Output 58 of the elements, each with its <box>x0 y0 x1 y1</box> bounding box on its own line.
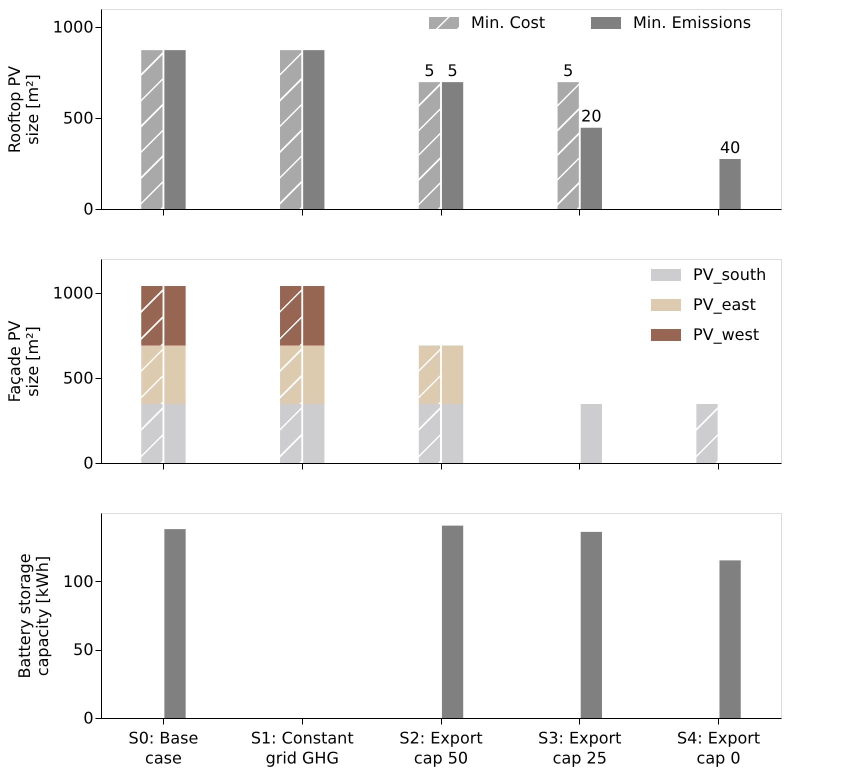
y-tick-label: 0 <box>83 454 94 472</box>
y-tick-label: 500 <box>62 368 94 388</box>
legend-label: Min. Emissions <box>633 13 752 32</box>
bar <box>303 286 324 346</box>
y-axis-title: Rooftop PV size [m²] <box>4 66 42 154</box>
annotation: 5 <box>447 61 458 80</box>
y-tick-label: 100 <box>62 572 94 591</box>
bar <box>418 404 440 463</box>
bar <box>141 286 163 346</box>
x-tick-label: S1: Constant grid GHG <box>250 728 354 768</box>
bar <box>141 50 163 209</box>
bar <box>442 346 464 404</box>
bar <box>280 286 302 346</box>
y-tick-label: 1000 <box>52 18 94 37</box>
x-tick-label: S0: Base case <box>128 728 198 768</box>
annotation: 40 <box>720 138 740 157</box>
bar <box>141 404 163 463</box>
y-tick-label: 1000 <box>52 284 94 302</box>
bar <box>719 159 741 209</box>
x-tick-label: S2: Export cap 50 <box>399 728 483 768</box>
y-tick-label: 0 <box>83 708 94 728</box>
bar <box>280 50 302 209</box>
bar <box>303 346 324 404</box>
annotation: 20 <box>581 106 602 126</box>
bar <box>280 404 302 463</box>
bar <box>164 50 186 209</box>
bar <box>719 560 741 718</box>
annotation: 5 <box>424 61 435 80</box>
bar <box>280 346 302 404</box>
y-tick-label: 500 <box>62 108 94 128</box>
legend-label: Min. Cost <box>471 13 546 32</box>
bar <box>418 346 440 404</box>
y-tick-label: 50 <box>73 640 94 660</box>
y-tick-label: 0 <box>83 200 94 218</box>
x-tick-label: S4: Export cap 0 <box>676 728 760 768</box>
bar <box>580 128 602 209</box>
bar <box>442 404 464 463</box>
bar <box>141 346 163 404</box>
bar <box>558 82 579 209</box>
bar <box>580 404 602 463</box>
legend-label: PV_south <box>693 265 766 284</box>
bar <box>418 82 440 209</box>
annotation: 5 <box>563 61 574 80</box>
bar <box>164 529 186 718</box>
bar <box>442 526 464 718</box>
y-axis-title: Façade PV size [m²] <box>4 320 42 402</box>
bar <box>164 346 186 404</box>
bar <box>164 404 186 463</box>
bar <box>303 404 324 463</box>
bar <box>164 286 186 346</box>
y-axis-title: Battery storage capacity [kWh] <box>14 553 52 679</box>
x-tick-label: S3: Export cap 25 <box>538 728 622 768</box>
bar <box>303 50 324 209</box>
bar <box>442 82 464 209</box>
legend-label: PV_west <box>693 325 760 344</box>
legend-label: PV_east <box>693 295 756 314</box>
bar <box>696 404 718 463</box>
bar <box>580 532 602 718</box>
